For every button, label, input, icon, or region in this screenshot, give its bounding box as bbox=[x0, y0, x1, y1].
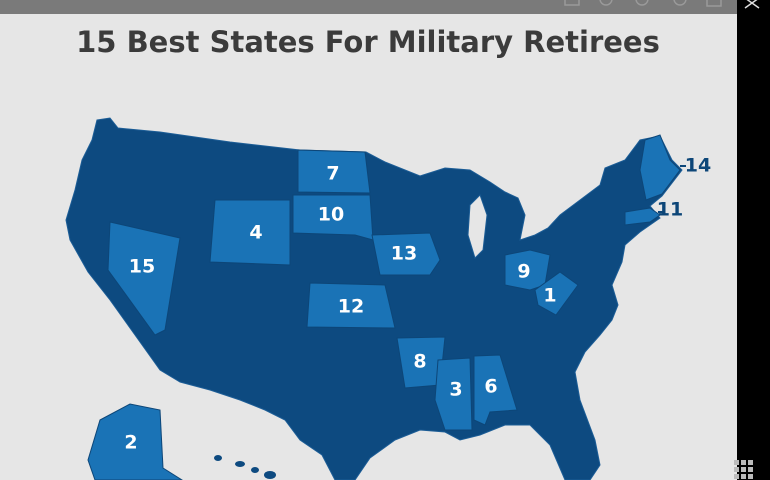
south-dakota bbox=[292, 194, 374, 241]
kansas bbox=[306, 282, 396, 329]
side-panel bbox=[737, 0, 770, 480]
rank-labels: 7 10 4 15 13 12 9 1 8 3 6 2 14 11 bbox=[124, 155, 711, 454]
share-button[interactable] bbox=[673, 0, 687, 6]
great-lakes bbox=[467, 194, 488, 259]
rank-label: 11 bbox=[657, 199, 683, 221]
highlighted-states bbox=[87, 134, 681, 480]
massachusetts bbox=[624, 207, 661, 226]
alaska bbox=[87, 403, 183, 480]
rank-label: 9 bbox=[517, 261, 530, 283]
map-title: 15 Best States For Military Retirees bbox=[76, 25, 660, 59]
north-dakota bbox=[297, 149, 371, 194]
rank-label: 7 bbox=[326, 163, 339, 185]
rank-label: 6 bbox=[484, 376, 497, 398]
maine bbox=[639, 134, 681, 201]
wyoming bbox=[209, 199, 291, 266]
rank-label: 2 bbox=[124, 432, 137, 454]
rank-label: 10 bbox=[318, 204, 344, 226]
close-button[interactable] bbox=[744, 0, 760, 9]
iowa bbox=[371, 232, 441, 276]
grid-button[interactable] bbox=[734, 460, 753, 479]
rank-label: 4 bbox=[249, 222, 262, 244]
toolbar-icons bbox=[564, 0, 722, 7]
hawaii bbox=[214, 455, 276, 479]
west-virginia bbox=[534, 271, 579, 316]
rank-label: 12 bbox=[338, 296, 364, 318]
rank-label: 8 bbox=[413, 351, 426, 373]
fullscreen-button[interactable] bbox=[564, 0, 580, 6]
rank-label: 15 bbox=[129, 256, 155, 278]
mississippi bbox=[434, 357, 473, 431]
alabama bbox=[473, 354, 518, 426]
nevada bbox=[107, 221, 181, 336]
zoom-out-button[interactable] bbox=[599, 0, 613, 6]
download-button[interactable] bbox=[706, 0, 722, 7]
zoom-in-button[interactable] bbox=[635, 0, 649, 6]
rank-label: 1 bbox=[543, 285, 556, 307]
toolbar bbox=[0, 0, 737, 14]
rank-label: 3 bbox=[449, 379, 462, 401]
rank-label: 14 bbox=[685, 155, 711, 177]
rank-label: 13 bbox=[391, 243, 417, 265]
callout-lines bbox=[658, 165, 686, 213]
